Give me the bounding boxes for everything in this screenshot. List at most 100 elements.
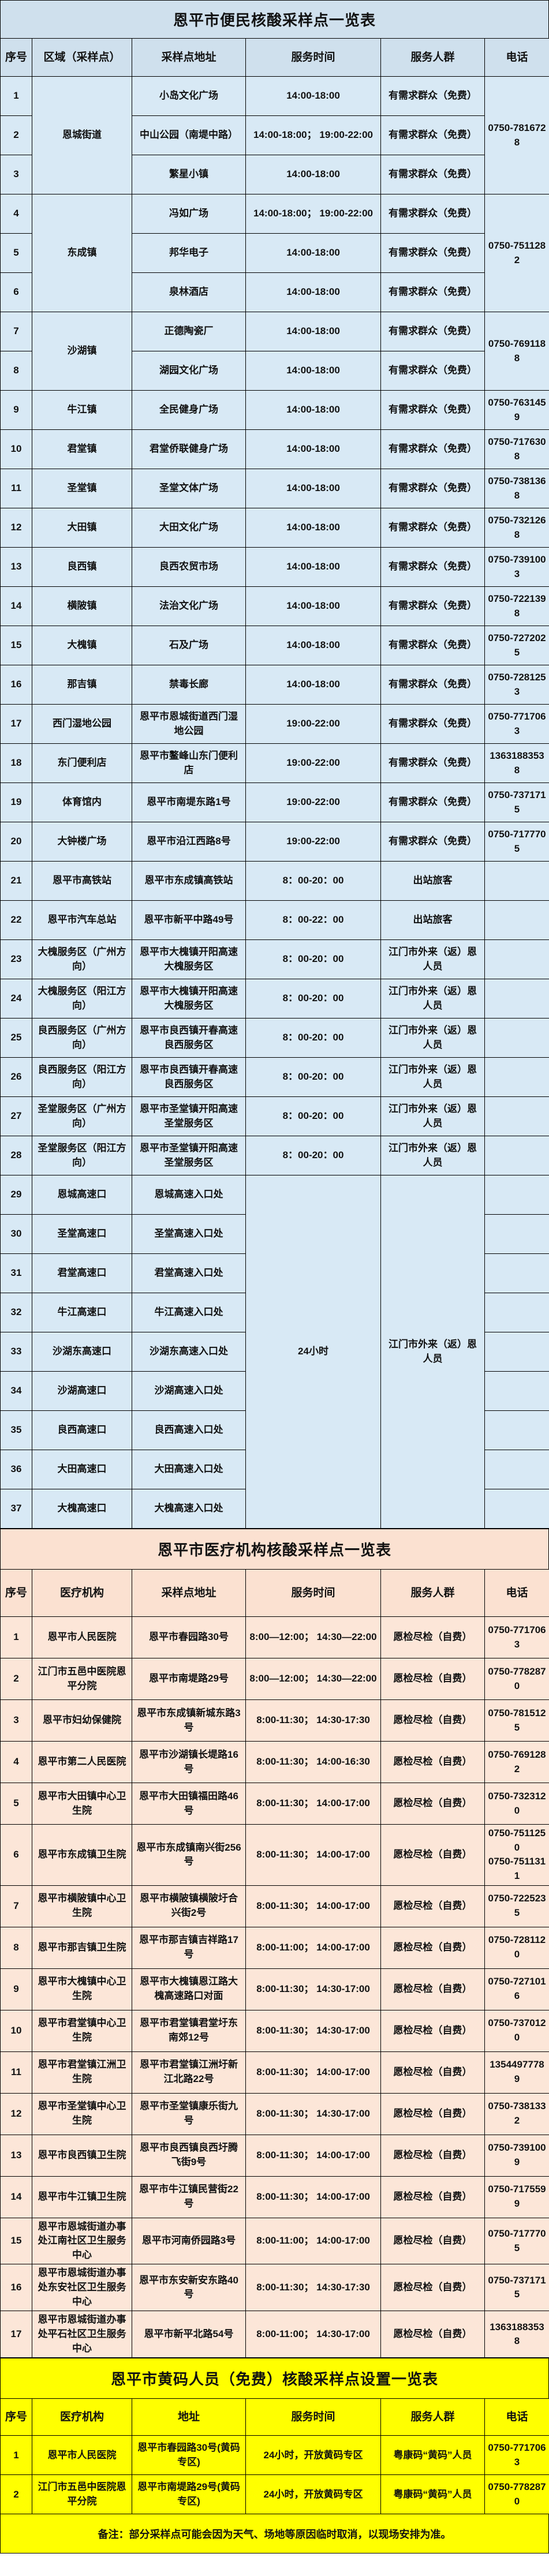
table-cell: 有需求群众（免费） [380,429,485,469]
table-cell: 法治文化广场 [132,586,246,626]
table-cell: 0750-7221398 [484,586,549,626]
table-cell: 有需求群众（免费） [380,194,485,234]
table-cell: 恩平市良西镇良西圩腾飞街9号 [132,2134,246,2177]
table-cell: 0750-7321268 [484,508,549,548]
table-cell: 37 [0,1489,32,1529]
table-cell: 恩平市君堂镇中心卫生院 [32,2009,132,2052]
table-cell: 8：00-20：00 [245,1096,381,1136]
table-cell: 愿检尽检（自费） [380,1885,485,1927]
table-cell: 恩平市人民医院 [32,1616,132,1658]
table-title-yellow-code: 恩平市黄码人员（免费）核酸采样点设置一览表 [0,2358,549,2399]
table-row: 31 君堂高速口 君堂高速入口处 [0,1253,549,1293]
table-cell: 恩平市那吉镇吉祥路17号 [132,1926,246,1969]
table-cell: 6 [0,272,32,312]
table-cell: 31 [0,1253,32,1293]
table-row: 5 邦华电子 14:00-18:00 有需求群众（免费） [0,233,549,273]
table-cell: 8:00-11:30； 14:30-17:00 [245,2009,381,2052]
table-cell: 1 [0,76,32,116]
table-row: 4 恩平市第二人民医院 恩平市沙湖镇长堤路16号 8:00-11:30； 14:00-… [0,1741,549,1783]
table-cell: 愿检尽检（自费） [380,1968,485,2010]
table-cell: 33 [0,1332,32,1372]
table-cell: 有需求群众（免费） [380,76,485,116]
table-cell: 0750-7225235 [484,1885,549,1927]
table-title-convenient: 恩平市便民核酸采样点一览表 [0,0,549,38]
table-cell: 江门市五邑中医院恩平分院 [32,2474,132,2515]
table-cell: 冯如广场 [132,194,246,234]
table-cell: 湖园文化广场 [132,351,246,391]
table-cell: 19:00-22:00 [245,743,381,783]
table-row: 1 恩城街道 小岛文化广场 14:00-18:00 有需求群众（免费） 0750-7816… [0,76,549,194]
table-row: 14 恩平市牛江镇卫生院 恩平市牛江镇民营街22号 8:00-11:30； 14:00… [0,2176,549,2218]
table-cell: 体育馆内 [32,782,132,822]
table-cell: 牛江镇 [32,390,132,430]
table-cell: 良西镇 [32,547,132,587]
table-cell: 0750-7717063 [484,704,549,744]
table-cell: 恩平市君堂镇江洲圩新江北路22号 [132,2051,246,2094]
table-cell: 11 [0,469,32,508]
table-cell: 有需求群众（免费） [380,233,485,273]
table-cell: 有需求群众（免费） [380,626,485,665]
convenient-sampling-sites-section: 恩平市便民核酸采样点一览表 序号 区域（采样点） 采样点地址 服务时间 服务人群 电话 1 恩… [0,0,549,1529]
table-cell: 恩平市牛江镇民营街22号 [132,2176,246,2218]
table-cell: 君堂高速口 [32,1253,132,1293]
table-row: 37 大槐高速口 大槐高速入口处 [0,1489,549,1529]
table-cell: 0750-7631459 [484,390,549,430]
table-cell: 恩平市东成镇南兴街256号 [132,1824,246,1886]
header-row: 序号 区域（采样点） 采样点地址 服务时间 服务人群 电话 [0,38,549,77]
table-cell: 恩平市君堂镇君堂圩东南郊12号 [132,2009,246,2052]
table-row: 11 圣堂镇 圣堂文体广场 14:00-18:00 有需求群众（免费） 0750-7381… [0,469,549,508]
table-cell [484,861,549,901]
table-cell: 29 [0,1175,32,1215]
table-cell: 0750-7717063 [484,2435,549,2476]
table-cell: 26 [0,1057,32,1097]
table-cell: 愿检尽检（自费） [380,2092,485,2135]
column-header: 序号 [0,38,32,77]
table-cell: 14:00-18:00 [245,547,381,587]
table-cell: 24 [0,979,32,1019]
table-cell: 恩平市东成镇新城东路3号 [132,1699,246,1742]
table-cell: 恩平市恩城街道办事处江南社区卫生服务中心 [32,2217,132,2265]
table-cell: 8:00—12:00； 14:30—22:00 [245,1658,381,1700]
table-cell: 有需求群众（免费） [380,390,485,430]
table-row: 26 良西服务区（阳江方向） 恩平市良西镇开春高速良西服务区 8：00-20：00 江门… [0,1057,549,1097]
table-cell: 15 [0,2217,32,2265]
table-cell: 14:00-18:00 [245,508,381,548]
table-cell: 有需求群众（免费） [380,312,485,351]
table-cell: 大槐镇 [32,626,132,665]
table-cell: 19 [0,782,32,822]
table-row: 30 圣堂高速口 圣堂高速入口处 [0,1214,549,1254]
table-cell: 14 [0,586,32,626]
table-cell: 14:00-18:00； 19:00-22:00 [245,194,381,234]
table-cell: 有需求群众（免费） [380,586,485,626]
table-cell: 愿检尽检（自费） [380,2264,485,2312]
table-row: 8 湖园文化广场 14:00-18:00 有需求群众（免费） [0,351,549,391]
table-cell: 30 [0,1214,32,1254]
column-header: 序号 [0,2398,32,2436]
table-cell: 8:00-11:30； 14:30-17:30 [245,1699,381,1742]
table-cell: 恩平市良西镇开春高速良西服务区 [132,1057,246,1097]
table-cell: 有需求群众（免费） [380,469,485,508]
table-cell: 恩平市恩城街道办事处平石社区卫生服务中心 [32,2311,132,2358]
table-cell: 恩平市圣堂镇开阳高速圣堂服务区 [132,1096,246,1136]
table-cell: 恩平市春园路30号 [132,1616,246,1658]
table-cell: 恩平市新平中路49号 [132,900,246,940]
table-cell: 12 [0,2092,32,2135]
table-row: 16 那吉镇 禁毒长廊 14:00-18:00 有需求群众（免费） 0750-728125… [0,665,549,705]
table-row: 22 恩平市汽车总站 恩平市新平中路49号 8：00-22：00 出站旅客 [0,900,549,940]
table-cell: 2 [0,1658,32,1700]
table-cell: 大槐服务区（广州方向） [32,939,132,979]
table-cell: 0750-7371715 [484,782,549,822]
table-cell: 良西农贸市场 [132,547,246,587]
table-cell: 34 [0,1371,32,1411]
table-cell: 沙湖高速口 [32,1371,132,1411]
table-cell: 有需求群众（免费） [380,743,485,783]
table-row: 24 大槐服务区（阳江方向） 恩平市大槐镇开阳高速大槐服务区 8：00-20：00 江门… [0,979,549,1019]
table-cell: 圣堂服务区（广州方向） [32,1096,132,1136]
table-row: 5 恩平市大田镇中心卫生院 恩平市大田镇福田路46号 8:00-11:30； 14:0… [0,1783,549,1825]
table-row: 1 恩平市人民医院 恩平市春园路30号(黄码专区) 24小时，开放黄码专区 粤康码“黄码… [0,2435,549,2476]
table-cell: 0750-7281253 [484,665,549,705]
column-header: 电话 [484,1569,549,1617]
table-row: 12 恩平市圣堂镇中心卫生院 恩平市圣堂镇康乐街九号 8:00-11:30； 14:3… [0,2092,549,2135]
table-cell: 有需求群众（免费） [380,665,485,705]
table-cell: 0750-7371715 [484,2264,549,2312]
